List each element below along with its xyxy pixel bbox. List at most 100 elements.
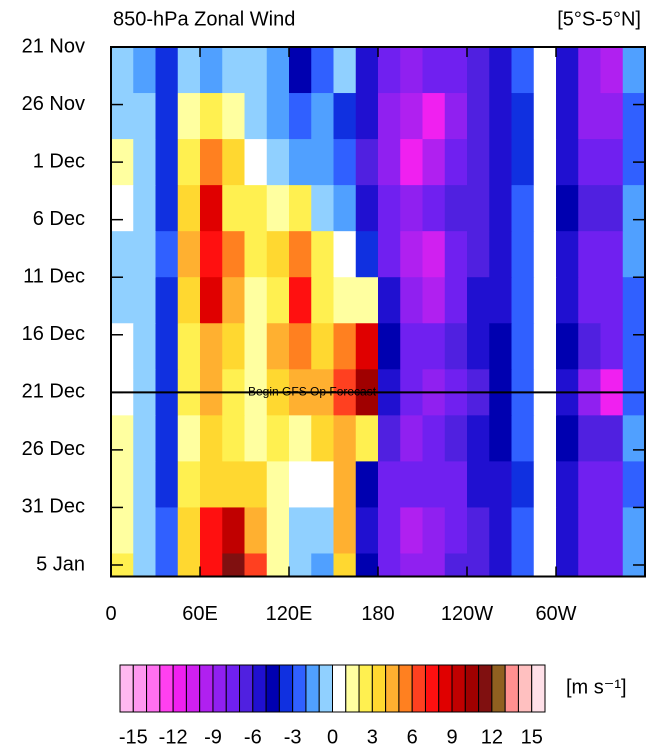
cell xyxy=(266,507,290,554)
cell xyxy=(400,231,423,278)
colorbar-box xyxy=(517,664,533,713)
cell xyxy=(200,415,223,462)
cell xyxy=(467,231,490,278)
cell xyxy=(111,415,134,462)
colorbar-box xyxy=(345,664,360,713)
cell xyxy=(311,507,334,554)
cell xyxy=(444,461,468,508)
y-tick-label: 31 Dec xyxy=(22,496,85,518)
cell xyxy=(311,461,334,508)
cell xyxy=(378,415,401,462)
cell xyxy=(222,93,245,140)
cell xyxy=(133,553,156,577)
cell xyxy=(511,507,535,554)
cell xyxy=(111,277,134,324)
colorbar-box xyxy=(278,664,294,713)
cell xyxy=(622,507,646,554)
cell xyxy=(155,415,179,462)
cell xyxy=(467,93,490,140)
cell xyxy=(422,507,446,554)
colorbar-box xyxy=(199,664,214,713)
cell xyxy=(622,47,646,94)
cell xyxy=(444,231,468,278)
cell xyxy=(400,185,423,232)
cell xyxy=(177,277,201,324)
cell xyxy=(378,231,401,278)
cell xyxy=(333,93,357,140)
colorbar-label: -9 xyxy=(204,726,222,748)
cell xyxy=(355,93,379,140)
cell xyxy=(378,553,401,577)
cell xyxy=(556,323,579,370)
cell xyxy=(622,277,646,324)
cell xyxy=(467,277,490,324)
y-tick-label: 16 Dec xyxy=(22,323,85,345)
cell xyxy=(222,323,245,370)
colorbar-box xyxy=(292,664,307,713)
cell xyxy=(355,461,379,508)
y-tick-label: 21 Nov xyxy=(22,35,85,57)
colorbar-label: -12 xyxy=(159,726,188,748)
cell xyxy=(333,507,357,554)
cell xyxy=(400,277,423,324)
cell xyxy=(289,461,312,508)
cell xyxy=(467,139,490,186)
cell xyxy=(244,185,268,232)
cell xyxy=(311,277,334,324)
cell xyxy=(111,47,134,94)
cell xyxy=(578,185,601,232)
cell xyxy=(222,415,245,462)
cell xyxy=(533,93,557,140)
cell xyxy=(422,461,446,508)
y-tick-label: 1 Dec xyxy=(33,150,85,172)
cell xyxy=(244,323,268,370)
cell xyxy=(533,507,557,554)
cell xyxy=(511,93,535,140)
colorbar-label: 6 xyxy=(407,726,418,748)
cell xyxy=(111,93,134,140)
cell xyxy=(333,47,357,94)
colorbar-box xyxy=(159,664,174,713)
cell xyxy=(600,47,624,94)
cell xyxy=(444,139,468,186)
cell xyxy=(578,277,601,324)
cell xyxy=(600,507,624,554)
y-tick-label: 6 Dec xyxy=(33,208,85,230)
cell xyxy=(266,323,290,370)
cell xyxy=(177,139,201,186)
cell xyxy=(378,93,401,140)
cell xyxy=(311,93,334,140)
cell xyxy=(355,185,379,232)
cell xyxy=(556,415,579,462)
cell xyxy=(489,277,512,324)
cell xyxy=(333,185,357,232)
chart-title: 850-hPa Zonal Wind xyxy=(113,8,295,30)
cell xyxy=(467,507,490,554)
cell xyxy=(489,231,512,278)
cell xyxy=(578,231,601,278)
cell xyxy=(333,139,357,186)
cell xyxy=(378,185,401,232)
x-tick-label: 60E xyxy=(182,603,218,625)
cell xyxy=(177,93,201,140)
cell xyxy=(289,47,312,94)
cell xyxy=(155,231,179,278)
cell xyxy=(355,507,379,554)
cell xyxy=(266,553,290,577)
cell xyxy=(622,415,646,462)
cell xyxy=(422,139,446,186)
cell xyxy=(400,415,423,462)
cell xyxy=(133,415,156,462)
cell xyxy=(355,47,379,94)
cell xyxy=(444,323,468,370)
cell xyxy=(266,415,290,462)
cell xyxy=(511,185,535,232)
cell xyxy=(200,277,223,324)
cell xyxy=(155,93,179,140)
cell xyxy=(400,93,423,140)
cell xyxy=(400,47,423,94)
cell xyxy=(444,553,468,577)
cell xyxy=(578,507,601,554)
cell xyxy=(222,553,245,577)
cell xyxy=(200,553,223,577)
